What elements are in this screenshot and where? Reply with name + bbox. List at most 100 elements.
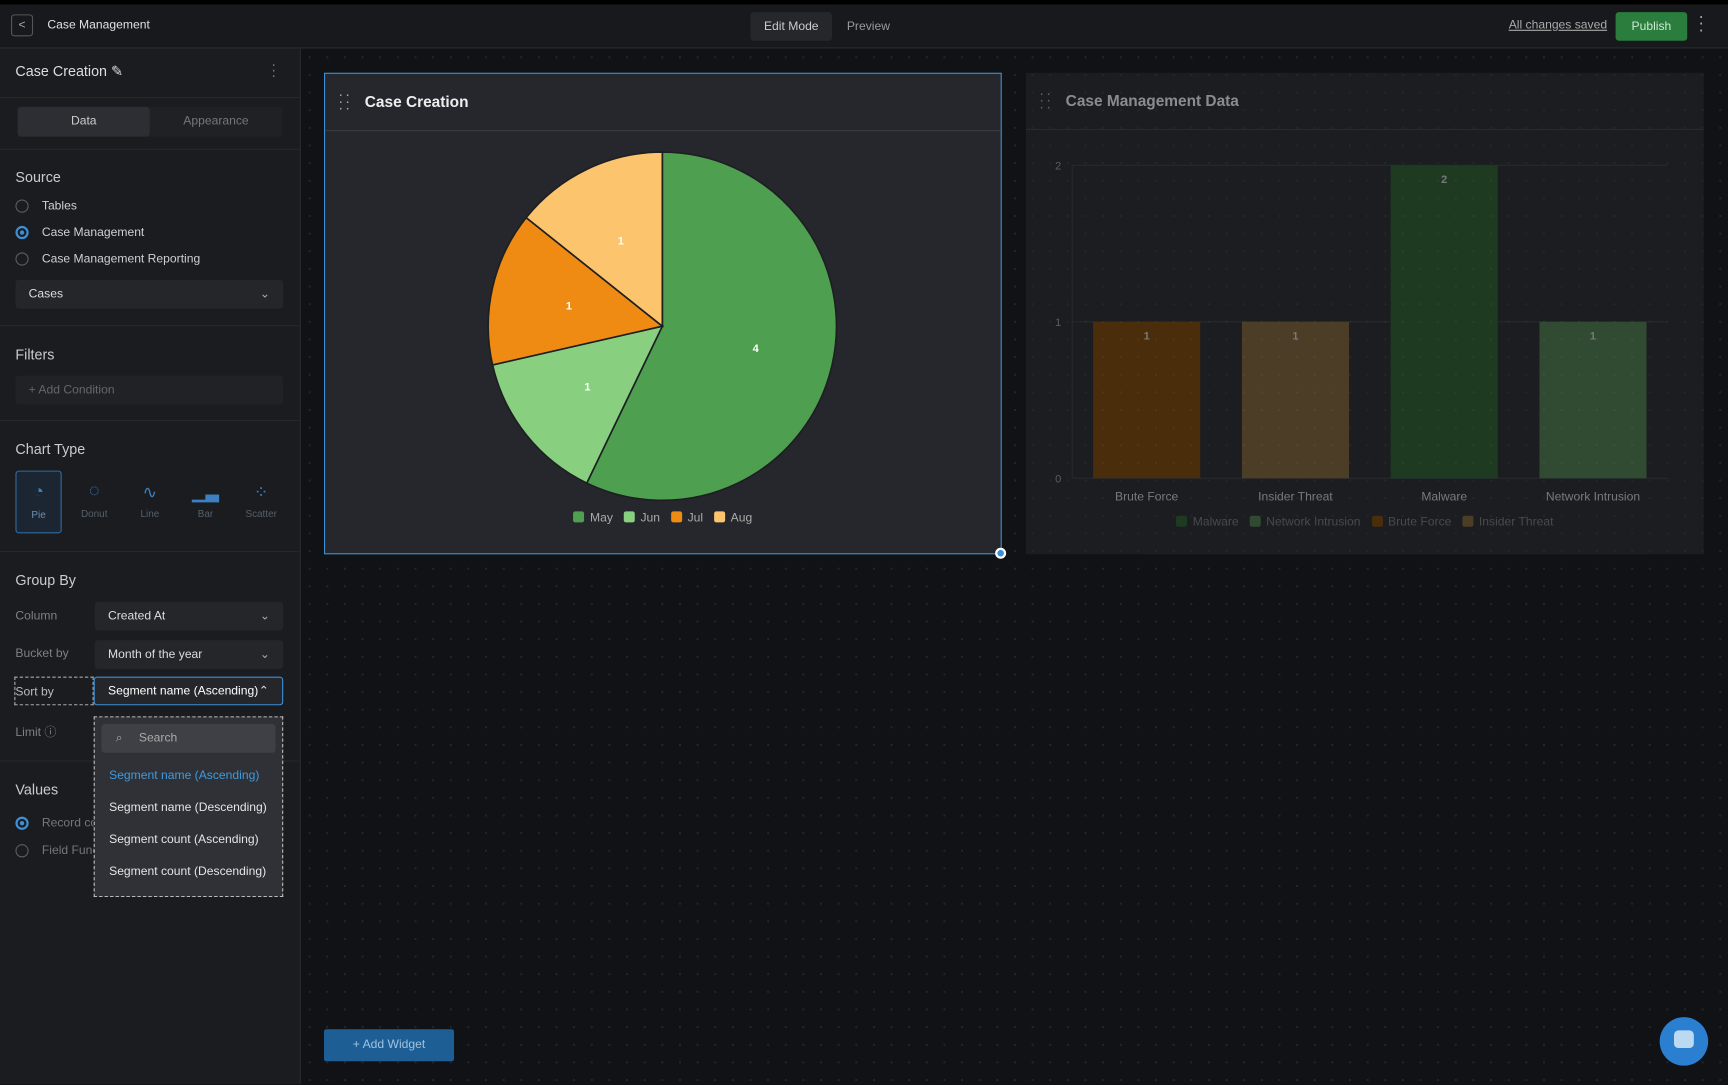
legend-item[interactable]: Malware (1176, 515, 1239, 529)
publish-button[interactable]: Publish (1615, 12, 1688, 41)
search-input[interactable]: ⌕ Search (101, 724, 276, 753)
header: < Case Management Edit Mode Preview All … (0, 0, 1728, 49)
bucket-select[interactable]: Month of the year ⌄ (94, 640, 284, 669)
column-select[interactable]: Created At ⌄ (94, 601, 284, 631)
bar-label: 1 (1590, 330, 1596, 342)
legend-item[interactable]: Brute Force (1371, 515, 1452, 529)
radio[interactable] (15, 844, 29, 858)
dropdown-option[interactable]: Segment name (Ascending) (109, 769, 260, 783)
radio-label: Case Management Reporting (41, 252, 201, 266)
tab[interactable]: Appearance (149, 106, 283, 137)
table-select[interactable]: Cases ⌄ (15, 279, 284, 309)
slice-label: 1 (584, 381, 590, 393)
select-value: Segment name (Ascending) (107, 684, 259, 698)
x-tick-label: Insider Threat (1258, 489, 1333, 503)
resize-handle[interactable] (995, 547, 1007, 559)
legend-item[interactable]: Network Intrusion (1249, 515, 1360, 529)
dropdown-option[interactable]: Segment count (Descending) (109, 865, 267, 879)
field-label: Limit ⓘ (15, 726, 57, 740)
chart-type-button[interactable]: ∿ Line (127, 471, 173, 534)
tab[interactable]: Data (17, 106, 150, 137)
divider (0, 419, 300, 421)
legend-label: Jun (640, 511, 661, 525)
dropdown-option[interactable]: Segment name (Descending) (109, 801, 267, 815)
legend-label: Insider Threat (1478, 515, 1554, 529)
menu-icon[interactable]: · · · (1698, 7, 1705, 40)
chat-button[interactable] (1659, 1017, 1709, 1066)
section-label: Source (15, 168, 61, 186)
mode-tab[interactable]: Edit Mode (750, 12, 833, 41)
select-value: Month of the year (107, 647, 203, 662)
chart-type-button[interactable]: ◌ Donut (71, 471, 117, 534)
select-value: Cases (28, 287, 64, 301)
menu-icon[interactable]: · · · (271, 55, 277, 84)
field-label-text: Limit (15, 726, 42, 740)
pie-slice (525, 151, 664, 328)
legend-item[interactable]: Insider Threat (1462, 515, 1554, 529)
radio[interactable] (15, 225, 29, 240)
radio[interactable] (15, 199, 29, 213)
legend-item[interactable]: Aug (714, 511, 753, 525)
mode-tab[interactable]: Preview (846, 19, 890, 34)
save-status[interactable]: All changes saved (1508, 18, 1608, 32)
chart-type-label: Bar (197, 508, 214, 520)
chart-type-button[interactable]: ◔ Pie (15, 470, 62, 534)
slice-label: 1 (618, 235, 624, 247)
legend-label: May (590, 511, 613, 525)
add-condition[interactable]: + Add Condition (15, 375, 284, 405)
legend-swatch (573, 511, 585, 523)
chart-type-icon: ∿ (142, 483, 158, 503)
sort-select[interactable]: Segment name (Ascending) ⌃ (93, 676, 284, 706)
widget-name-text: Case Creation (15, 62, 108, 80)
drag-handle[interactable]: ·· ·· ·· (338, 85, 353, 116)
slice-label: 4 (753, 343, 760, 355)
chart-type-icon: ▁▃ (191, 483, 220, 503)
pie-widget[interactable]: ·· ·· ·· Case Creation 4 1 1 1 May Jun Jul Aug (323, 72, 1002, 555)
divider (0, 325, 300, 327)
select-value: Created At (107, 609, 166, 623)
legend: May Jun Jul Aug (325, 511, 1001, 525)
legend-label: Brute Force (1388, 515, 1452, 529)
chart-type-button[interactable]: ⁘ Scatter (238, 471, 284, 534)
bar-widget[interactable]: ·· ·· ·· Case Management Data 0 1 2 1 Brute Forc… (1025, 72, 1704, 555)
search-icon: ⌕ (115, 731, 123, 745)
dropdown-option[interactable]: Segment count (Ascending) (109, 833, 259, 847)
legend-label: Aug (730, 511, 753, 525)
chat-icon (1673, 1030, 1694, 1049)
divider (1025, 128, 1704, 131)
back-button[interactable]: < (11, 14, 34, 37)
focus-outline (14, 676, 94, 706)
bar (1539, 321, 1647, 479)
bar-label: 1 (1144, 330, 1150, 342)
radio[interactable] (15, 252, 29, 266)
dropdown: ⌕ Search Segment name (Ascending) Segment … (93, 716, 284, 898)
section-label: Group By (15, 571, 76, 589)
legend-item[interactable]: Jul (671, 511, 704, 525)
section-label: Filters (15, 346, 55, 363)
legend-label: Malware (1192, 515, 1239, 529)
section-label: Chart Type (15, 440, 86, 458)
drag-handle[interactable]: ·· ·· ·· (1039, 84, 1054, 115)
bar-label: 2 (1441, 174, 1447, 186)
add-widget-button[interactable]: + Add Widget (323, 1029, 455, 1062)
x-tick-label: Brute Force (1115, 489, 1179, 503)
legend-swatch (1371, 515, 1383, 527)
legend-swatch (671, 511, 683, 523)
legend-item[interactable]: Jun (623, 511, 661, 525)
app-title: Case Management (47, 18, 150, 32)
radio-label: Case Management (41, 225, 145, 240)
chart-type-icon: ◌ (88, 481, 100, 501)
legend-swatch (623, 511, 635, 523)
bar-label: 1 (1292, 330, 1298, 342)
legend-label: Jul (687, 511, 704, 525)
chart-type-icon: ◔ (33, 482, 44, 502)
radio-label: Tables (41, 199, 77, 213)
legend-item[interactable]: May (573, 511, 613, 525)
radio[interactable] (15, 816, 29, 830)
widget-title: Case Creation (364, 92, 469, 111)
chart-type-button[interactable]: ▁▃ Bar (182, 471, 228, 534)
chart-type-label: Scatter (245, 508, 277, 520)
divider (0, 551, 300, 553)
divider (0, 148, 300, 150)
